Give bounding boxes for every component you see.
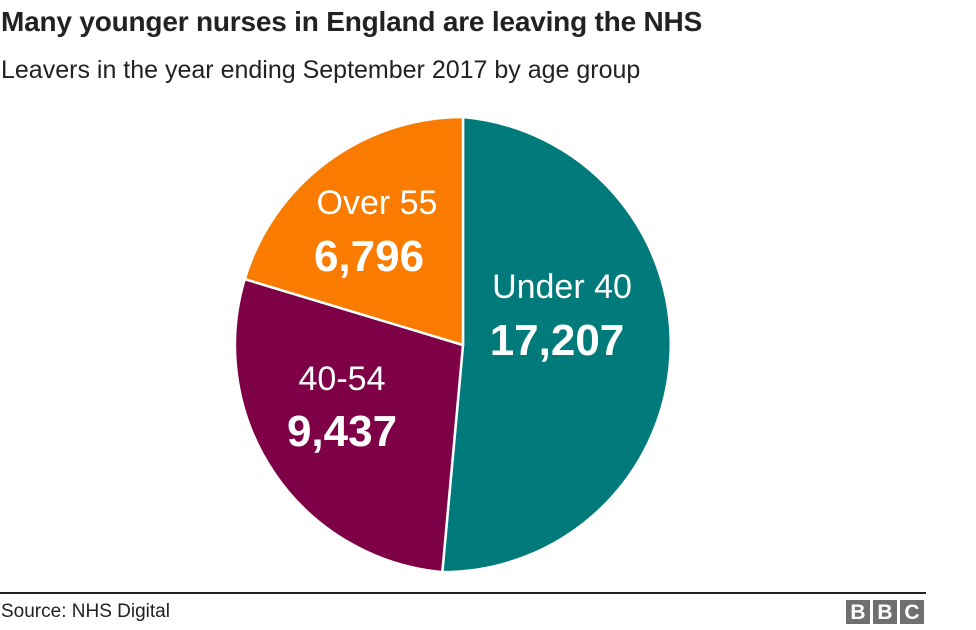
footer-divider [0,592,926,594]
chart-title: Many younger nurses in England are leavi… [1,6,703,37]
slice-value-over-55: 6,796 [314,232,424,281]
slice-value-40-54: 9,437 [287,407,397,456]
slice-40-54 [233,277,465,574]
bbc-logo: B B C [846,600,924,624]
source-note: Source: NHS Digital [1,601,170,622]
slice-label-under-40: Under 40 [492,268,632,306]
bbc-logo-letter: C [900,600,924,624]
slice-over-55 [243,115,465,347]
slice-label-40-54: 40-54 [299,360,386,398]
slice-label-over-55: Over 55 [317,184,438,222]
slice-value-under-40: 17,207 [490,316,625,365]
bbc-logo-letter: B [873,600,897,624]
slice-under-40 [441,115,673,574]
bbc-logo-letter: B [846,600,870,624]
chart-subtitle: Leavers in the year ending September 201… [1,56,641,84]
